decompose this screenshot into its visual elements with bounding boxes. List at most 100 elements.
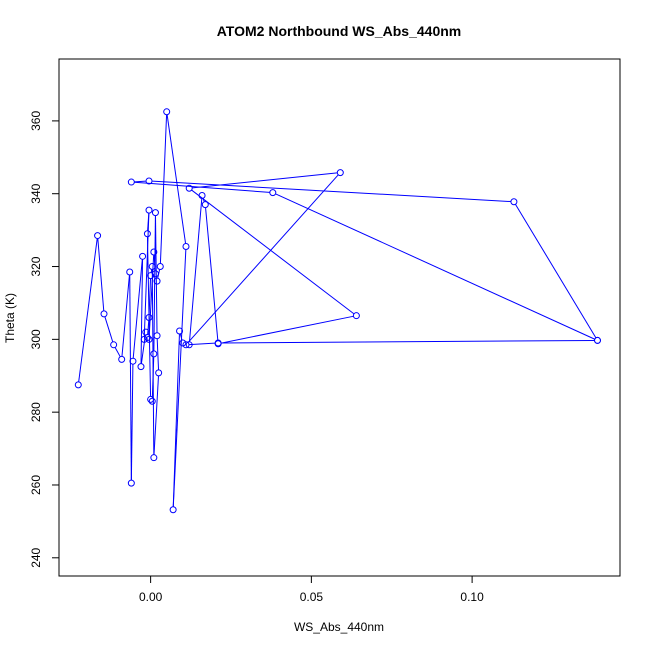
data-point bbox=[151, 270, 159, 278]
series-segment bbox=[146, 236, 152, 397]
data-point bbox=[143, 334, 151, 342]
data-point bbox=[94, 232, 102, 240]
series-segment bbox=[147, 320, 150, 335]
series-segment bbox=[134, 181, 270, 193]
data-point bbox=[145, 206, 153, 214]
series-segment bbox=[121, 275, 130, 357]
series-segment bbox=[187, 174, 339, 343]
data-point bbox=[110, 341, 118, 349]
series-segment bbox=[192, 172, 338, 189]
data-point bbox=[139, 252, 147, 260]
series-segment bbox=[97, 238, 105, 311]
y-axis-label: Theta (K) bbox=[3, 293, 17, 343]
data-point bbox=[145, 335, 153, 343]
data-point bbox=[156, 263, 164, 271]
data-point bbox=[201, 201, 209, 209]
series-segment bbox=[205, 207, 219, 341]
series-segment bbox=[140, 335, 146, 364]
data-point bbox=[100, 310, 108, 318]
data-point bbox=[185, 341, 193, 349]
y-tick-label: 300 bbox=[29, 329, 43, 349]
x-tick-label: 0.10 bbox=[460, 590, 484, 604]
data-point bbox=[148, 263, 156, 271]
x-tick-label: 0.05 bbox=[300, 590, 324, 604]
series-segment bbox=[104, 316, 114, 342]
series-segment bbox=[189, 342, 215, 346]
data-point bbox=[269, 189, 277, 197]
data-point bbox=[137, 363, 145, 371]
y-axis: 240 260 280 300 320 340 360 bbox=[29, 111, 60, 568]
series-segment bbox=[140, 259, 144, 364]
series-segment bbox=[159, 114, 168, 264]
x-axis: 0.00 0.05 0.10 bbox=[139, 575, 484, 604]
series-segment bbox=[147, 213, 150, 231]
series-segment bbox=[275, 193, 595, 340]
chart-title: ATOM2 Northbound WS_Abs_440nm bbox=[217, 23, 462, 39]
data-point bbox=[182, 243, 190, 251]
data-point bbox=[74, 381, 82, 389]
data-point bbox=[336, 169, 344, 177]
y-tick-label: 340 bbox=[29, 183, 43, 203]
data-point bbox=[147, 272, 155, 280]
data-point bbox=[185, 184, 193, 192]
data-point bbox=[127, 178, 135, 186]
y-tick-label: 260 bbox=[29, 475, 43, 495]
series-segment bbox=[179, 333, 183, 341]
data-point bbox=[169, 506, 177, 514]
data-point bbox=[153, 332, 161, 340]
data-point bbox=[150, 248, 158, 256]
data-point bbox=[593, 336, 601, 344]
data-point bbox=[352, 312, 360, 320]
series-segment bbox=[132, 259, 143, 359]
data-point bbox=[150, 350, 158, 358]
y-tick-label: 280 bbox=[29, 402, 43, 422]
series-layer bbox=[74, 108, 601, 514]
series-segment bbox=[172, 334, 180, 507]
series-segment bbox=[188, 198, 203, 342]
data-point bbox=[182, 341, 190, 349]
series-segment bbox=[143, 213, 150, 337]
series-segment bbox=[154, 215, 158, 333]
y-tick-label: 240 bbox=[29, 547, 43, 567]
data-point bbox=[118, 355, 126, 363]
series-segment bbox=[148, 278, 152, 315]
data-point bbox=[163, 108, 171, 116]
series-segment bbox=[151, 269, 155, 455]
y-tick-label: 360 bbox=[29, 111, 43, 131]
data-point bbox=[145, 177, 153, 185]
series-segment bbox=[130, 364, 134, 480]
data-point bbox=[148, 397, 156, 405]
data-point bbox=[150, 454, 158, 462]
x-axis-label: WS_Abs_440nm bbox=[294, 620, 384, 634]
series-segment bbox=[221, 339, 595, 344]
data-point bbox=[155, 369, 163, 377]
series-segment bbox=[221, 315, 354, 344]
data-point bbox=[176, 327, 184, 335]
data-point bbox=[198, 192, 206, 200]
series-segment bbox=[134, 180, 146, 183]
series-segment bbox=[129, 275, 132, 480]
data-point bbox=[151, 209, 159, 217]
series-segment bbox=[191, 189, 355, 315]
data-point bbox=[510, 198, 518, 206]
data-point bbox=[127, 479, 135, 487]
series-segment bbox=[153, 376, 159, 455]
series-segment bbox=[156, 338, 160, 370]
series-segment bbox=[166, 114, 187, 244]
series-segment bbox=[78, 238, 98, 382]
plot-frame bbox=[58, 58, 621, 577]
x-tick-label: 0.00 bbox=[139, 590, 163, 604]
data-point bbox=[126, 268, 134, 276]
data-point bbox=[145, 314, 153, 321]
series-segment bbox=[152, 180, 511, 203]
series-segment bbox=[515, 204, 597, 338]
data-point bbox=[147, 395, 155, 403]
series-segment bbox=[172, 249, 187, 507]
series-segment bbox=[148, 255, 155, 337]
data-point bbox=[143, 230, 151, 238]
data-point bbox=[214, 339, 222, 347]
series-segment bbox=[114, 347, 121, 357]
data-point bbox=[129, 357, 137, 365]
y-tick-label: 320 bbox=[29, 256, 43, 276]
